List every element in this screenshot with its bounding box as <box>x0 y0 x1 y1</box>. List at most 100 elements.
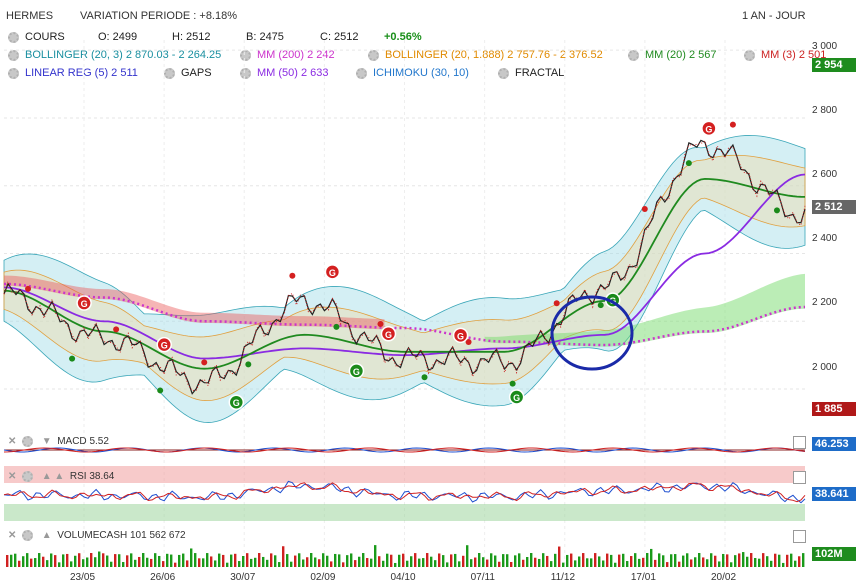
macd-checkbox[interactable] <box>793 436 806 449</box>
volume-bar <box>310 553 313 567</box>
gear-icon[interactable] <box>356 67 367 79</box>
volume-bar <box>374 545 377 567</box>
volume-bar <box>422 558 425 567</box>
volume-bar <box>746 556 749 567</box>
gap-marker: G <box>76 295 92 311</box>
macd-badge: 46.253 <box>812 437 856 451</box>
gap-letter: G <box>513 393 520 403</box>
volume-bar <box>474 557 477 567</box>
down-arrow-icon[interactable]: ▼ <box>41 436 52 448</box>
volume-bar <box>790 553 793 567</box>
macd-label: MACD <box>57 436 87 448</box>
volume-bar <box>558 546 561 567</box>
gear-icon[interactable] <box>8 67 19 79</box>
ichimoku-label: ICHIMOKU (30, 10) <box>373 67 469 79</box>
volume-bar <box>514 555 517 567</box>
volume-bar <box>742 552 745 567</box>
volume-bar <box>446 562 449 567</box>
volume-bar <box>554 553 557 567</box>
gap-marker: G <box>508 389 525 405</box>
last-price-badge: 2 512 <box>812 200 856 214</box>
volume-bar <box>314 557 317 567</box>
volume-bar <box>102 553 105 567</box>
volume-bar <box>486 559 489 567</box>
volume-bar <box>174 562 177 567</box>
symbol-title: HERMES <box>6 10 54 22</box>
ichimoku-cloud-red <box>4 275 385 330</box>
gap-letter: G <box>353 367 360 377</box>
legend-gaps[interactable]: GAPS <box>164 67 212 79</box>
rsi-oversold-zone <box>4 504 805 521</box>
legend-bollinger1[interactable]: BOLLINGER (20, 3) 2 870.03 - 2 264.25 <box>8 49 221 61</box>
gear-icon[interactable] <box>498 67 509 79</box>
volume-bar <box>206 553 209 567</box>
close-icon[interactable]: ✕ <box>8 530 17 542</box>
volume-bar <box>490 553 493 567</box>
macd-signal-line <box>3 447 806 453</box>
gear-icon[interactable] <box>8 49 19 61</box>
legend-linreg[interactable]: LINEAR REG (5) 2 511 <box>8 67 138 79</box>
volume-bar <box>298 553 301 567</box>
gear-icon[interactable] <box>368 49 379 61</box>
y-tick: 2 000 <box>812 362 838 373</box>
ichimoku-cloud-green <box>484 273 805 347</box>
x-tick-label: 26/06 <box>150 572 176 583</box>
volume-bar <box>270 553 273 567</box>
legend-ichimoku[interactable]: ICHIMOKU (30, 10) <box>356 67 469 79</box>
volume-bar <box>290 561 293 567</box>
volume-bar <box>190 548 193 567</box>
up-arrow-icon[interactable]: ▲ <box>41 471 52 483</box>
legend-mm50[interactable]: MM (50) 2 633 <box>240 67 329 79</box>
up-arrow-icon[interactable]: ▲ <box>54 471 65 483</box>
legend-mm20[interactable]: MM (20) 2 567 <box>628 49 717 61</box>
x-tick-label: 11/12 <box>550 572 576 583</box>
volume-bar <box>666 562 669 567</box>
volume-bar <box>26 553 29 567</box>
volume-bar <box>530 553 533 567</box>
volume-bar <box>762 553 765 567</box>
volume-bar <box>710 553 713 567</box>
rsi-checkbox[interactable] <box>793 471 806 484</box>
volume-bar <box>170 554 173 567</box>
volume-bar <box>182 553 185 567</box>
volume-bar <box>306 557 309 567</box>
gear-icon[interactable] <box>21 471 33 482</box>
gear-icon[interactable] <box>240 67 251 79</box>
y-tick: 2 600 <box>812 169 838 180</box>
volume-bar <box>58 562 61 567</box>
gap-marker: G <box>452 327 469 344</box>
volume-bar <box>386 553 389 567</box>
volume-bar <box>470 559 473 567</box>
volume-bar <box>238 561 241 567</box>
legend-bollinger2[interactable]: BOLLINGER (20, 1.888) 2 757.76 - 2 376.5… <box>368 49 603 61</box>
gear-icon[interactable] <box>21 436 33 447</box>
volume-bar <box>534 557 537 567</box>
period-selector[interactable]: 1 AN - JOUR <box>742 10 806 22</box>
volume-bar <box>410 556 413 567</box>
volume-bar <box>42 556 45 567</box>
volume-bar <box>106 555 109 567</box>
close-icon[interactable]: ✕ <box>8 436 17 448</box>
volume-bar <box>250 558 253 567</box>
gear-icon[interactable] <box>8 31 19 43</box>
x-tick-label: 02/09 <box>310 572 336 583</box>
linreg-label: LINEAR REG (5) 2 511 <box>25 67 138 79</box>
up-arrow-icon[interactable]: ▲ <box>41 530 52 542</box>
volume-bar <box>118 554 121 567</box>
volume-checkbox[interactable] <box>793 530 806 543</box>
volume-bar <box>670 554 673 567</box>
gear-icon[interactable] <box>628 49 639 61</box>
volume-label: VOLUMECASH <box>57 530 128 542</box>
gap-up-marker <box>324 264 341 280</box>
volume-bar <box>438 553 441 567</box>
gear-icon[interactable] <box>21 530 33 541</box>
close-icon[interactable]: ✕ <box>8 471 17 483</box>
volume-bar <box>574 560 577 567</box>
x-tick-label: 04/10 <box>390 572 416 583</box>
legend-fractal[interactable]: FRACTAL <box>498 67 564 79</box>
gear-icon[interactable] <box>164 67 175 79</box>
macd-value: 5.52 <box>89 436 109 448</box>
volume-bar <box>794 560 797 567</box>
volume-bar <box>286 554 289 567</box>
